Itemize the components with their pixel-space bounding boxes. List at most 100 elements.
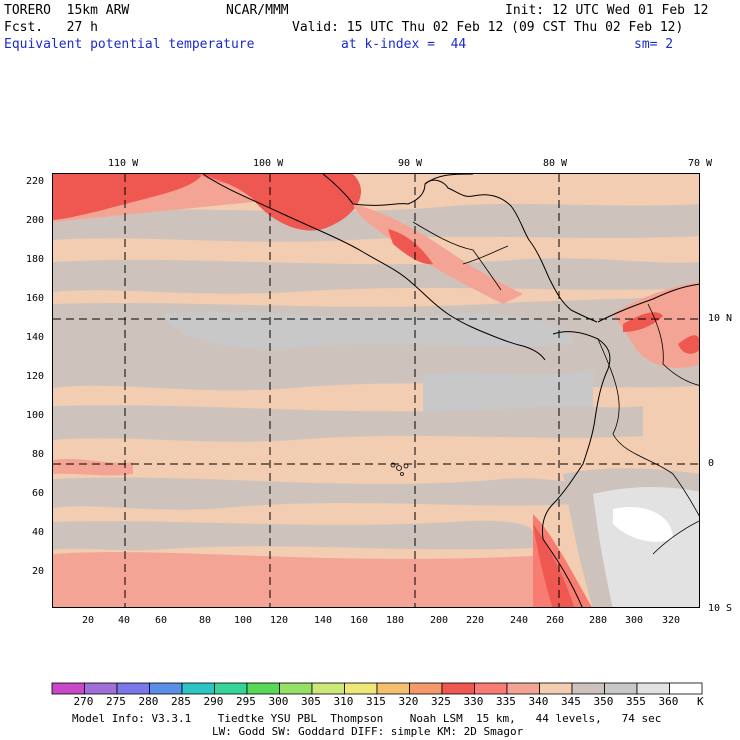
colorbar-swatch — [571, 682, 605, 695]
galapagos-island-4 — [400, 472, 404, 476]
model-title: TORERO 15km ARW — [4, 3, 130, 18]
band-350-a — [53, 258, 699, 294]
theta-e-field — [53, 174, 699, 607]
cool-amazon-white — [613, 507, 673, 542]
warm-mexico-330 — [203, 174, 362, 231]
warm-cam-340 — [353, 204, 523, 304]
colorbar-swatch — [539, 682, 573, 695]
x-tick-80: 80 — [199, 615, 212, 626]
colorbar-label: 325 — [431, 695, 451, 708]
colorbar-swatches — [51, 682, 703, 695]
y-tick-20: 20 — [32, 566, 45, 577]
forecast-hour: Fcst. 27 h — [4, 20, 98, 35]
lat-label-equator: 0 — [708, 458, 715, 469]
colorbar-label: 295 — [236, 695, 256, 708]
organization: NCAR/MMM — [226, 3, 289, 18]
smoothing: sm= 2 — [634, 37, 674, 52]
init-time: Init: 12 UTC Wed 01 Feb 12 — [505, 3, 709, 18]
colorbar-swatch — [279, 682, 313, 695]
lon-label-70w: 70 W — [688, 158, 713, 169]
border-peru-brazil — [652, 520, 699, 555]
colorbar-swatch — [84, 682, 118, 695]
colorbar-svg — [51, 682, 703, 695]
band-340-west — [53, 459, 133, 476]
lat-label-10s: 10 S — [708, 603, 733, 614]
band-340-south — [53, 552, 533, 607]
band-350-d — [53, 477, 593, 510]
warm-venezuela-330 — [678, 335, 699, 354]
footer-model-info: Model Info: V3.3.1 Tiedtke YSU PBL Thomp… — [72, 712, 662, 725]
galapagos-island-2 — [396, 465, 402, 471]
y-tick-200: 200 — [26, 215, 45, 226]
x-tick-140: 140 — [314, 615, 333, 626]
colorbar-label: 315 — [366, 695, 386, 708]
x-tick-320: 320 — [662, 615, 681, 626]
border-colombia-venezuela — [647, 303, 699, 386]
panama-coast — [522, 345, 546, 361]
colorbar-label: 330 — [463, 695, 484, 708]
band-350-c — [53, 405, 643, 442]
colorbar-label: 275 — [106, 695, 126, 708]
y-tick-40: 40 — [32, 527, 45, 538]
x-tick-40: 40 — [118, 615, 131, 626]
lon-label-80w: 80 W — [543, 158, 568, 169]
colorbar-swatch — [441, 682, 475, 695]
y-tick-220: 220 — [26, 176, 45, 187]
y-tick-100: 100 — [26, 410, 45, 421]
y-tick-60: 60 — [32, 488, 45, 499]
colorbar — [51, 682, 711, 712]
x-tick-240: 240 — [510, 615, 529, 626]
x-tick-280: 280 — [589, 615, 608, 626]
y-tick-180: 180 — [26, 254, 45, 265]
colorbar-unit: K — [697, 695, 704, 708]
colorbar-label: 350 — [593, 695, 614, 708]
colorbar-label: 340 — [528, 695, 549, 708]
border-cam-2 — [462, 245, 509, 265]
footer-physics: LW: Godd SW: Goddard DIFF: simple KM: 2D… — [212, 725, 524, 738]
border-cam-1 — [412, 221, 502, 291]
colorbar-label: 270 — [73, 695, 94, 708]
colorbar-swatch — [181, 682, 215, 695]
map-plot — [52, 173, 700, 608]
colorbar-label: 335 — [496, 695, 516, 708]
colorbar-label: 320 — [398, 695, 419, 708]
colorbar-swatch — [51, 682, 85, 695]
y-tick-80: 80 — [32, 449, 45, 460]
colorbar-label: 300 — [268, 695, 289, 708]
colorbar-swatch — [376, 682, 410, 695]
colorbar-swatch — [409, 682, 443, 695]
caribbean-coast — [322, 174, 598, 323]
x-tick-260: 260 — [546, 615, 565, 626]
south-america-pacific-coast — [542, 331, 611, 607]
colorbar-label: 310 — [333, 695, 354, 708]
valid-time: Valid: 15 UTC Thu 02 Feb 12 (09 CST Thu … — [292, 20, 684, 35]
warm-colombia-340 — [613, 282, 699, 368]
colorbar-label: 360 — [658, 695, 679, 708]
colorbar-label: 355 — [626, 695, 646, 708]
pacific-coast-mexico-cam — [202, 174, 524, 347]
colorbar-label: 290 — [203, 695, 224, 708]
colorbar-label: 285 — [171, 695, 191, 708]
field-name: Equivalent potential temperature — [4, 37, 255, 52]
y-tick-120: 120 — [26, 371, 45, 382]
colorbar-label: 280 — [138, 695, 159, 708]
colorbar-swatch — [604, 682, 638, 695]
colorbar-swatch — [636, 682, 670, 695]
x-tick-300: 300 — [625, 615, 644, 626]
cool-amazon-360 — [593, 487, 699, 607]
yucatan-coast — [424, 174, 474, 185]
lon-label-100w: 100 W — [253, 158, 284, 169]
graticule — [53, 174, 699, 607]
colorbar-swatch — [214, 682, 248, 695]
lon-label-90w: 90 W — [398, 158, 423, 169]
band-355-b — [423, 370, 593, 417]
border-colombia-ecuador-peru — [597, 338, 699, 517]
x-tick-20: 20 — [82, 615, 95, 626]
colorbar-swatch — [474, 682, 508, 695]
x-tick-120: 120 — [270, 615, 289, 626]
colorbar-label: 305 — [301, 695, 321, 708]
lon-label-110w: 110 W — [108, 158, 139, 169]
y-tick-160: 160 — [26, 293, 45, 304]
warm-cam-330 — [388, 229, 433, 265]
colorbar-swatch — [506, 682, 540, 695]
